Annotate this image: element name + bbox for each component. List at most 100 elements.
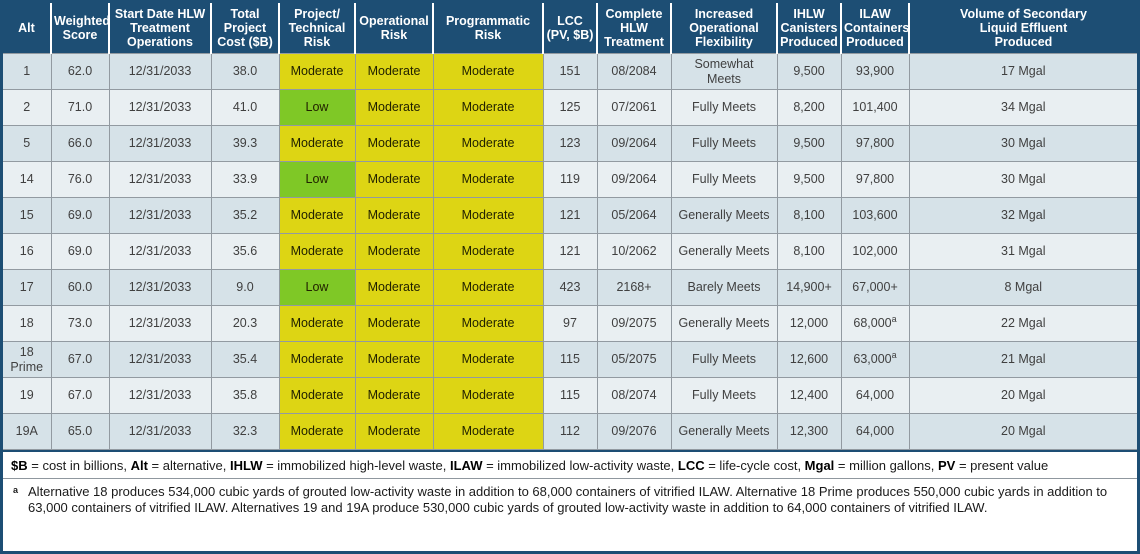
table-cell: 12,000 bbox=[776, 305, 842, 342]
table-cell: 19 bbox=[3, 377, 52, 414]
table-cell: 68,000a bbox=[840, 305, 910, 342]
table-cell: Fully Meets bbox=[670, 161, 778, 198]
table-cell: 76.0 bbox=[50, 161, 110, 198]
table-cell: 09/2076 bbox=[596, 413, 672, 450]
table-cell: 66.0 bbox=[50, 125, 110, 162]
column-header: Increased Operational Flexibility bbox=[670, 3, 777, 54]
table-cell: 8,100 bbox=[776, 233, 842, 270]
table-cell: 9,500 bbox=[776, 161, 842, 198]
table-cell: Generally Meets bbox=[670, 305, 778, 342]
table-cell: 08/2084 bbox=[596, 53, 672, 90]
footnote-reference: a bbox=[891, 350, 897, 361]
table-cell: 35.6 bbox=[210, 233, 280, 270]
table-cell: Moderate bbox=[432, 233, 544, 270]
table-cell: 151 bbox=[542, 53, 598, 90]
table-cell: Moderate bbox=[432, 305, 544, 342]
table-cell: 09/2075 bbox=[596, 305, 672, 342]
footnote-reference: a bbox=[891, 314, 897, 325]
table-cell: 12/31/2033 bbox=[108, 377, 212, 414]
table-cell: 05/2075 bbox=[596, 341, 672, 378]
table-cell: 35.2 bbox=[210, 197, 280, 234]
column-header: IHLW Canisters Produced bbox=[776, 3, 841, 54]
table-cell: 103,600 bbox=[840, 197, 910, 234]
table-cell: Barely Meets bbox=[670, 269, 778, 306]
table-cell: Moderate bbox=[354, 161, 434, 198]
table-cell: 39.3 bbox=[210, 125, 280, 162]
table-row: 2 71.0 12/31/2033 41.0 Low Moderate Moderate 12… bbox=[3, 89, 1137, 126]
table-cell: 67,000+ bbox=[840, 269, 910, 306]
table-row: 15 69.0 12/31/2033 35.2 Moderate Moderate Mode… bbox=[3, 197, 1137, 234]
table-cell: Moderate bbox=[432, 269, 544, 306]
table-cell: Moderate bbox=[278, 377, 356, 414]
table-cell: 30 Mgal bbox=[908, 161, 1137, 198]
table-cell: Moderate bbox=[354, 377, 434, 414]
table-cell: 20 Mgal bbox=[908, 377, 1137, 414]
table-cell: 10/2062 bbox=[596, 233, 672, 270]
table-cell: 22 Mgal bbox=[908, 305, 1137, 342]
table-cell: 112 bbox=[542, 413, 598, 450]
table-cell: 121 bbox=[542, 233, 598, 270]
table-cell: Low bbox=[278, 89, 356, 126]
table-cell: Moderate bbox=[354, 89, 434, 126]
table-cell: 05/2064 bbox=[596, 197, 672, 234]
table-cell: 20 Mgal bbox=[908, 413, 1137, 450]
abbreviations-note: $B = cost in billions, Alt = alternative… bbox=[3, 452, 1137, 479]
table-cell: Moderate bbox=[278, 413, 356, 450]
table-cell: Moderate bbox=[432, 53, 544, 90]
table-cell: 67.0 bbox=[50, 377, 110, 414]
table-cell: 71.0 bbox=[50, 89, 110, 126]
table-row: 18 Prime 67.0 12/31/2033 35.4 Moderate Modera… bbox=[3, 341, 1137, 378]
table-cell: 8,200 bbox=[776, 89, 842, 126]
table-cell: Generally Meets bbox=[670, 197, 778, 234]
table-cell: 18 Prime bbox=[3, 341, 52, 378]
footnote-text: Alternative 18 produces 534,000 cubic ya… bbox=[28, 484, 1108, 516]
table-row: 14 76.0 12/31/2033 33.9 Low Moderate Moderate 1… bbox=[3, 161, 1137, 198]
table-cell: 423 bbox=[542, 269, 598, 306]
table-cell: 123 bbox=[542, 125, 598, 162]
table-cell: 5 bbox=[3, 125, 52, 162]
column-header: Operational Risk bbox=[354, 3, 433, 54]
table-cell: 121 bbox=[542, 197, 598, 234]
table-cell: 18 bbox=[3, 305, 52, 342]
table-cell: 19A bbox=[3, 413, 52, 450]
table-cell: 34 Mgal bbox=[908, 89, 1137, 126]
table-cell: 30 Mgal bbox=[908, 125, 1137, 162]
footnote-a: a Alternative 18 produces 534,000 cubic … bbox=[3, 479, 1137, 521]
table-cell: 12/31/2033 bbox=[108, 89, 212, 126]
table-cell: 41.0 bbox=[210, 89, 280, 126]
table-cell: Moderate bbox=[354, 53, 434, 90]
table-cell: Low bbox=[278, 161, 356, 198]
table-cell: 97,800 bbox=[840, 161, 910, 198]
table-cell: 17 bbox=[3, 269, 52, 306]
table-row: 19 67.0 12/31/2033 35.8 Moderate Moderate Mode… bbox=[3, 377, 1137, 414]
table-cell: Fully Meets bbox=[670, 377, 778, 414]
table-cell: Moderate bbox=[432, 125, 544, 162]
table-cell: Moderate bbox=[432, 377, 544, 414]
comparison-table: Alt Weighted Score Start Date HLW Treatmen… bbox=[3, 3, 1137, 450]
table-cell: Moderate bbox=[432, 413, 544, 450]
table-cell: 12/31/2033 bbox=[108, 305, 212, 342]
table-row: 1 62.0 12/31/2033 38.0 Moderate Moderate Moder… bbox=[3, 53, 1137, 90]
table-cell: 12,300 bbox=[776, 413, 842, 450]
table-cell: 32 Mgal bbox=[908, 197, 1137, 234]
table-cell: 67.0 bbox=[50, 341, 110, 378]
table-cell: 1 bbox=[3, 53, 52, 90]
table-cell: 102,000 bbox=[840, 233, 910, 270]
table-cell: 9,500 bbox=[776, 125, 842, 162]
table-cell: Moderate bbox=[278, 341, 356, 378]
table-cell: 115 bbox=[542, 377, 598, 414]
column-header: Project/ Technical Risk bbox=[278, 3, 355, 54]
table-cell: Moderate bbox=[354, 269, 434, 306]
table-cell: 97,800 bbox=[840, 125, 910, 162]
table-body: 1 62.0 12/31/2033 38.0 Moderate Moderate Moder… bbox=[3, 53, 1137, 450]
table-cell: 97 bbox=[542, 305, 598, 342]
table-cell: 12/31/2033 bbox=[108, 53, 212, 90]
table-cell: Moderate bbox=[278, 53, 356, 90]
column-header: Programmatic Risk bbox=[432, 3, 543, 54]
table-cell: 12/31/2033 bbox=[108, 161, 212, 198]
table-cell: 17 Mgal bbox=[908, 53, 1137, 90]
table-cell: 12/31/2033 bbox=[108, 197, 212, 234]
table-cell: 9,500 bbox=[776, 53, 842, 90]
table-row: 5 66.0 12/31/2033 39.3 Moderate Moderate Moder… bbox=[3, 125, 1137, 162]
